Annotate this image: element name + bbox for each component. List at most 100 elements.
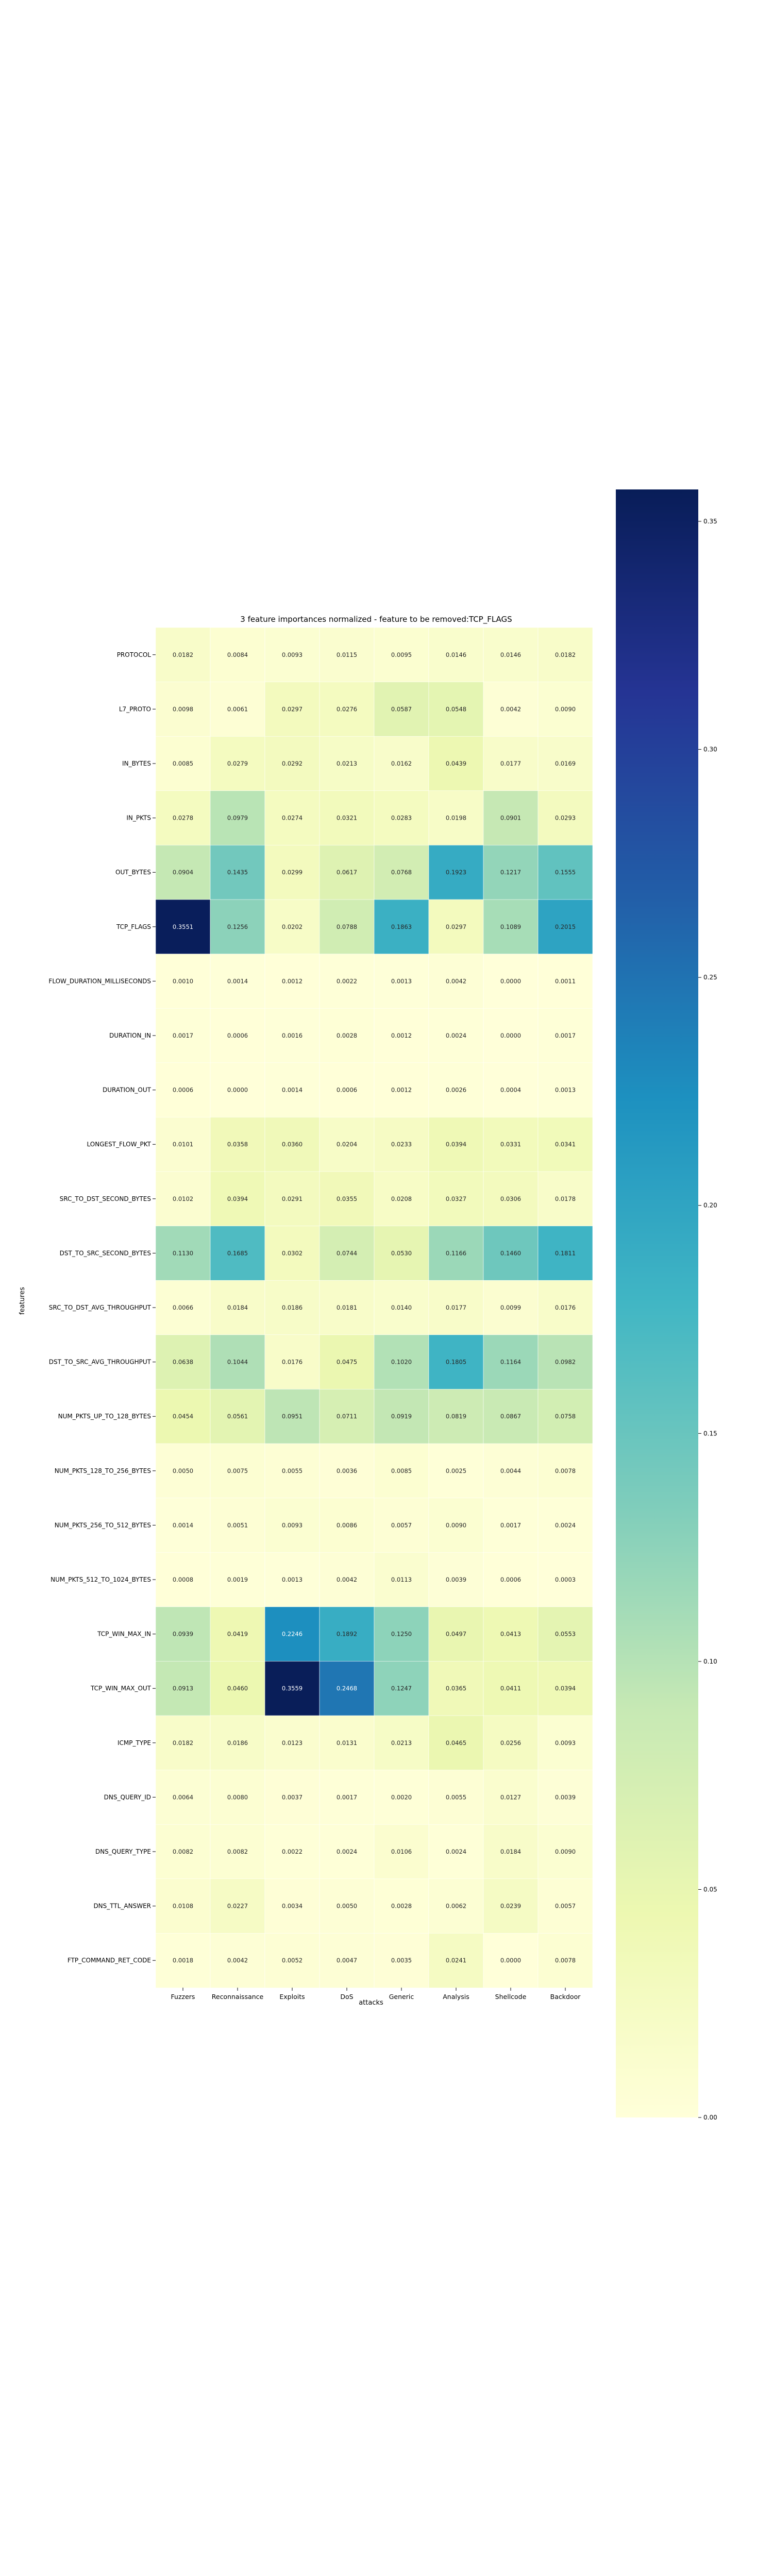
heatmap-cell — [428, 1117, 484, 1172]
cell-value-label: 0.0082 — [173, 1848, 193, 1855]
cell-value-label: 0.0082 — [227, 1848, 248, 1855]
cell-value-label: 0.1923 — [446, 869, 466, 876]
row-tick-label: DST_TO_SRC_AVG_THROUGHPUT — [49, 1359, 152, 1366]
cell-value-label: 0.0198 — [446, 815, 466, 822]
column-tick-label: Fuzzers — [171, 1993, 195, 2001]
heatmap-cell — [483, 627, 539, 683]
cell-value-label: 0.0042 — [446, 977, 466, 985]
cell-value-label: 0.0006 — [337, 1087, 357, 1094]
cell-value-label: 0.1863 — [391, 923, 412, 930]
cell-value-label: 0.0465 — [446, 1739, 466, 1747]
heatmap-cell — [428, 1606, 484, 1662]
cell-value-label: 0.0101 — [173, 1141, 193, 1148]
heatmap-cell — [374, 1770, 429, 1825]
cell-value-label: 0.0024 — [337, 1848, 357, 1855]
cell-value-label: 0.0006 — [500, 1576, 521, 1583]
row-tick-label: NUM_PKTS_512_TO_1024_BYTES — [51, 1576, 151, 1583]
heatmap-cell — [374, 1117, 429, 1172]
row-tick-label: DNS_QUERY_TYPE — [95, 1848, 151, 1855]
heatmap-cell — [210, 627, 265, 683]
colorbar-tick-label: 0.15 — [703, 1430, 717, 1437]
cell-value-label: 0.0017 — [173, 1032, 193, 1039]
heatmap-cell — [155, 1443, 211, 1499]
heatmap-cell — [428, 1661, 484, 1716]
cell-value-label: 0.0360 — [282, 1141, 303, 1148]
cell-value-label: 0.0019 — [227, 1576, 248, 1583]
heatmap-cell — [210, 682, 265, 737]
cell-value-label: 0.0758 — [555, 1413, 576, 1420]
cell-value-label: 0.0276 — [337, 705, 357, 713]
heatmap-cell — [483, 682, 539, 737]
heatmap-cell — [155, 1498, 211, 1553]
heatmap-cell — [210, 1062, 265, 1118]
cell-value-label: 0.0768 — [391, 869, 412, 876]
heatmap-cell — [264, 1280, 320, 1335]
cell-value-label: 0.0411 — [500, 1685, 521, 1692]
cell-value-label: 0.0080 — [227, 1793, 248, 1801]
cell-value-label: 0.0365 — [446, 1685, 466, 1692]
row-tick-labels: PROTOCOL L7_PROTO IN_BYTES IN_PKTS OUT_BYTES… — [48, 651, 156, 1964]
cell-value-label: 0.0186 — [227, 1739, 248, 1747]
heatmap-cell — [537, 1443, 593, 1499]
heatmap-cell — [428, 899, 484, 955]
cell-value-label: 0.3551 — [173, 923, 193, 930]
cell-value-label: 0.0011 — [555, 977, 576, 985]
heatmap-cell — [210, 1498, 265, 1553]
cell-value-label: 0.0182 — [173, 651, 193, 658]
heatmap-cell — [483, 790, 539, 846]
cell-value-label: 0.0979 — [227, 815, 248, 822]
cell-value-label: 0.0460 — [227, 1685, 248, 1692]
cell-value-label: 0.0638 — [173, 1359, 193, 1366]
heatmap-cell — [210, 1552, 265, 1607]
heatmap-cell — [155, 1389, 211, 1444]
heatmap-cell — [155, 1334, 211, 1390]
heatmap-cell — [210, 1933, 265, 1988]
row-tick-label: DNS_TTL_ANSWER — [93, 1903, 151, 1910]
cell-value-label: 0.0939 — [173, 1631, 193, 1638]
x-axis-label: attacks — [359, 1999, 383, 2007]
heatmap-cell — [537, 1062, 593, 1118]
heatmap-cell — [483, 1933, 539, 1988]
heatmap-cell — [537, 1770, 593, 1825]
heatmap-cell — [483, 1715, 539, 1771]
heatmap-cell — [537, 1334, 593, 1390]
cell-value-label: 0.0000 — [500, 977, 521, 985]
cell-value-label: 0.0169 — [555, 760, 576, 767]
cell-value-label: 0.1089 — [500, 923, 521, 930]
heatmap-cell — [319, 1443, 375, 1499]
cell-value-label: 0.1435 — [227, 869, 248, 876]
heatmap-cell — [483, 1498, 539, 1553]
cell-value-label: 0.0057 — [391, 1521, 412, 1529]
heatmap-cell — [155, 1171, 211, 1227]
cell-value-label: 0.0017 — [555, 1032, 576, 1039]
heatmap-cell — [210, 845, 265, 900]
heatmap-cell — [155, 1824, 211, 1879]
heatmap-cell — [537, 899, 593, 955]
heatmap-cell — [483, 1334, 539, 1390]
cell-value-label: 0.0090 — [446, 1521, 466, 1529]
heatmap-cell — [155, 1715, 211, 1771]
heatmap-cell — [428, 627, 484, 683]
cell-value-label: 0.0000 — [227, 1087, 248, 1094]
heatmap-cell — [537, 736, 593, 791]
cell-value-label: 0.0394 — [227, 1195, 248, 1202]
heatmap-cell — [537, 1933, 593, 1988]
heatmap-cell — [537, 1606, 593, 1662]
heatmap-cell — [264, 627, 320, 683]
row-tick-label: IN_PKTS — [126, 815, 151, 822]
cell-value-label: 0.0064 — [173, 1793, 193, 1801]
row-tick-label: FTP_COMMAND_RET_CODE — [68, 1957, 151, 1964]
heatmap-cell — [374, 682, 429, 737]
cell-value-label: 0.0093 — [282, 1521, 303, 1529]
heatmap-cell — [319, 1933, 375, 1988]
cell-value-label: 0.0213 — [391, 1739, 412, 1747]
heatmap-cell — [537, 1661, 593, 1716]
cell-value-label: 0.0951 — [282, 1413, 303, 1420]
cell-value-label: 0.3559 — [282, 1685, 303, 1692]
heatmap-cell — [374, 1824, 429, 1879]
heatmap-cell — [264, 1933, 320, 1988]
cell-value-label: 0.0184 — [227, 1304, 248, 1311]
heatmap-cell — [319, 790, 375, 846]
heatmap-cell — [428, 954, 484, 1009]
